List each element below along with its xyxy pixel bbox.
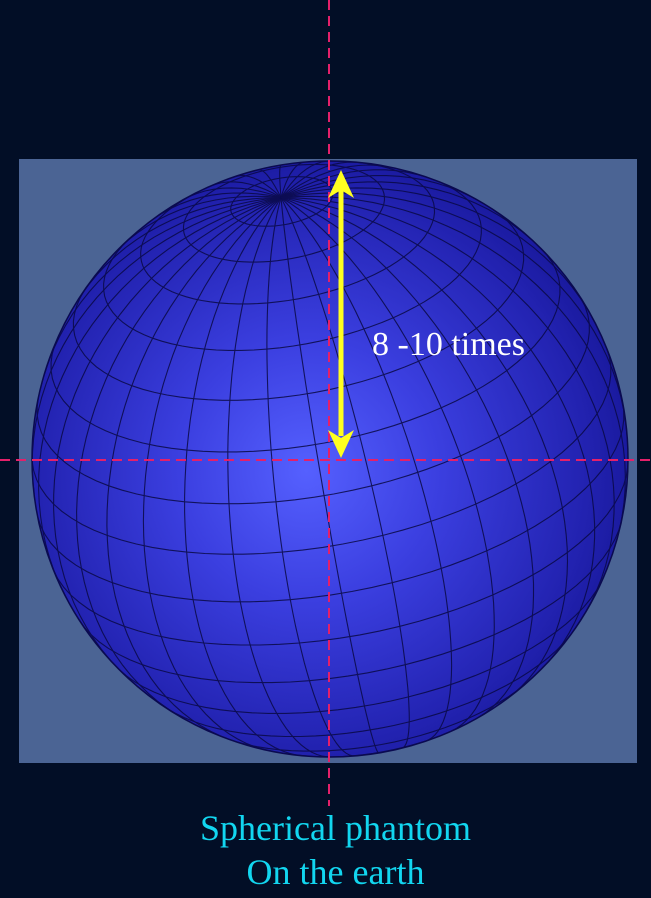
mesh-longitude-line — [279, 164, 282, 198]
mesh-longitude-line — [280, 192, 628, 438]
mesh-longitude-line — [280, 196, 569, 700]
mesh-longitude-line — [258, 169, 282, 198]
mesh-longitude-line — [76, 197, 282, 716]
mesh-longitude-line — [280, 197, 410, 749]
caption-line-1: Spherical phantom — [200, 808, 471, 848]
mesh-latitude-line — [53, 465, 628, 646]
ratio-label: 8 -10 times — [372, 326, 525, 363]
mesh-longitude-line — [227, 197, 328, 757]
caption-line-2: On the earth — [246, 852, 425, 892]
mesh-longitude-line — [280, 161, 328, 198]
mesh-longitude-line — [184, 197, 305, 757]
mesh-longitude-line — [280, 197, 453, 743]
mesh-longitude-line — [32, 196, 282, 495]
mesh-longitude-line — [209, 181, 282, 198]
mesh-longitude-line — [280, 197, 495, 732]
mesh-longitude-line — [280, 175, 483, 204]
mesh-longitude-line — [106, 197, 282, 741]
mesh-longitude-line — [280, 164, 388, 198]
mesh-longitude-line — [43, 196, 282, 376]
mesh-latitude-line — [166, 634, 572, 738]
mesh-longitude-line — [280, 196, 596, 671]
mesh-longitude-line — [280, 161, 305, 198]
mesh-longitude-line — [235, 175, 282, 198]
mesh-longitude-line — [181, 187, 282, 202]
mesh-longitude-line — [153, 192, 282, 220]
mesh-longitude-line — [280, 161, 357, 198]
mesh-longitude-line — [280, 195, 626, 543]
mesh-longitude-line — [280, 169, 430, 198]
mesh-longitude-line — [280, 196, 615, 624]
mesh-longitude-line — [280, 196, 535, 718]
mesh-longitude-line — [53, 196, 282, 670]
mesh-longitude-line — [119, 195, 282, 249]
mesh-longitude-line — [74, 196, 282, 306]
mesh-longitude-line — [38, 196, 282, 596]
double-headed-arrow — [328, 170, 354, 458]
mesh-longitude-line — [142, 197, 282, 752]
